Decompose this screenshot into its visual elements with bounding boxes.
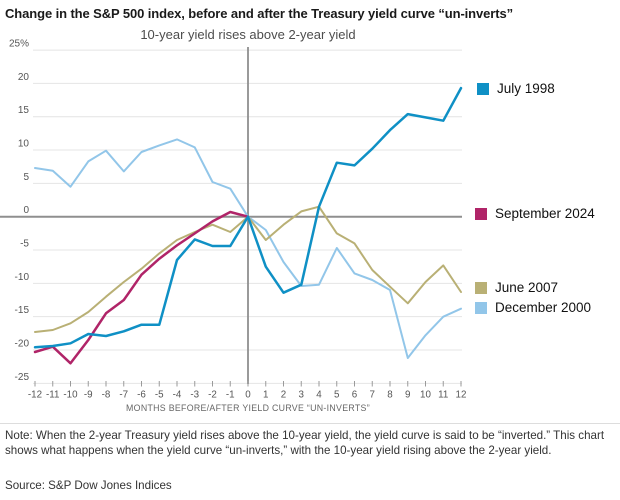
legend-item-september-2024: September 2024 (475, 206, 595, 221)
x-axis-tick-label: 0 (245, 390, 251, 401)
x-axis-tick-label: 5 (334, 390, 340, 401)
x-axis-tick-label: 6 (352, 390, 358, 401)
x-axis-tick-label: -8 (102, 390, 111, 401)
y-axis-tick-label: 25% (9, 39, 29, 50)
y-axis-tick-label: -10 (15, 272, 30, 283)
x-axis-tick-label: 12 (456, 390, 467, 401)
x-axis-tick-label: -10 (63, 390, 78, 401)
x-axis-tick-label: -12 (28, 390, 42, 401)
y-axis-tick-label: 20 (18, 72, 30, 83)
x-axis-tick-label: 2 (281, 390, 286, 401)
chart-note: Note: When the 2-year Treasury yield ris… (5, 429, 605, 458)
x-axis-tick-label: 1 (263, 390, 268, 401)
legend-label: September 2024 (495, 206, 595, 221)
y-axis-tick-label: 0 (23, 205, 29, 216)
legend-swatch-icon (477, 82, 489, 95)
x-axis-tick-label: -4 (173, 390, 182, 401)
legend-item-june-2007: June 2007 (475, 280, 558, 295)
legend-swatch-icon (475, 281, 487, 294)
y-axis-tick-label: -5 (20, 239, 29, 250)
x-axis-tick-label: 4 (316, 390, 322, 401)
y-axis-tick-label: 5 (23, 172, 29, 183)
x-axis-tick-label: 11 (438, 390, 448, 401)
x-axis-tick-label: -2 (208, 390, 217, 401)
y-axis-tick-label: -25 (15, 372, 30, 383)
x-axis-title: MONTHS BEFORE/AFTER YIELD CURVE “UN-INVE… (126, 403, 370, 413)
x-axis-tick-label: -5 (155, 390, 164, 401)
chart-source: Source: S&P Dow Jones Indices (5, 479, 172, 492)
legend-swatch-icon (475, 301, 487, 314)
y-axis-tick-label: -20 (15, 339, 30, 350)
x-axis-tick-label: -11 (46, 390, 59, 401)
legend-item-december-2000: December 2000 (475, 300, 591, 315)
y-axis-tick-label: 10 (18, 139, 30, 150)
x-axis-tick-label: -9 (84, 390, 93, 401)
series-line-september-2024 (33, 210, 250, 365)
x-axis-tick-label: 9 (405, 390, 410, 401)
legend-label: July 1998 (497, 81, 555, 96)
x-axis-tick-label: -3 (190, 390, 199, 401)
x-axis-tick-label: 3 (299, 390, 305, 401)
note-divider (0, 423, 620, 424)
legend-label: June 2007 (495, 280, 559, 295)
x-axis-tick-label: -6 (137, 390, 146, 401)
x-axis-tick-label: 7 (370, 390, 375, 401)
x-axis-tick-label: -7 (119, 390, 128, 401)
series-line-july-1998 (33, 86, 463, 349)
legend-item-july-1998: July 1998 (477, 81, 555, 96)
chart-title: Change in the S&P 500 index, before and … (5, 6, 514, 21)
x-axis-tick-label: 10 (420, 390, 431, 401)
y-axis-tick-label: -15 (15, 305, 30, 316)
x-axis-tick-label: -1 (226, 390, 235, 401)
legend-swatch-icon (475, 207, 487, 220)
y-axis-tick-label: 15 (18, 105, 30, 116)
chart-subtitle: 10-year yield rises above 2-year yield (140, 27, 356, 42)
legend-label: December 2000 (495, 300, 592, 315)
x-axis-tick-label: 8 (387, 390, 393, 401)
